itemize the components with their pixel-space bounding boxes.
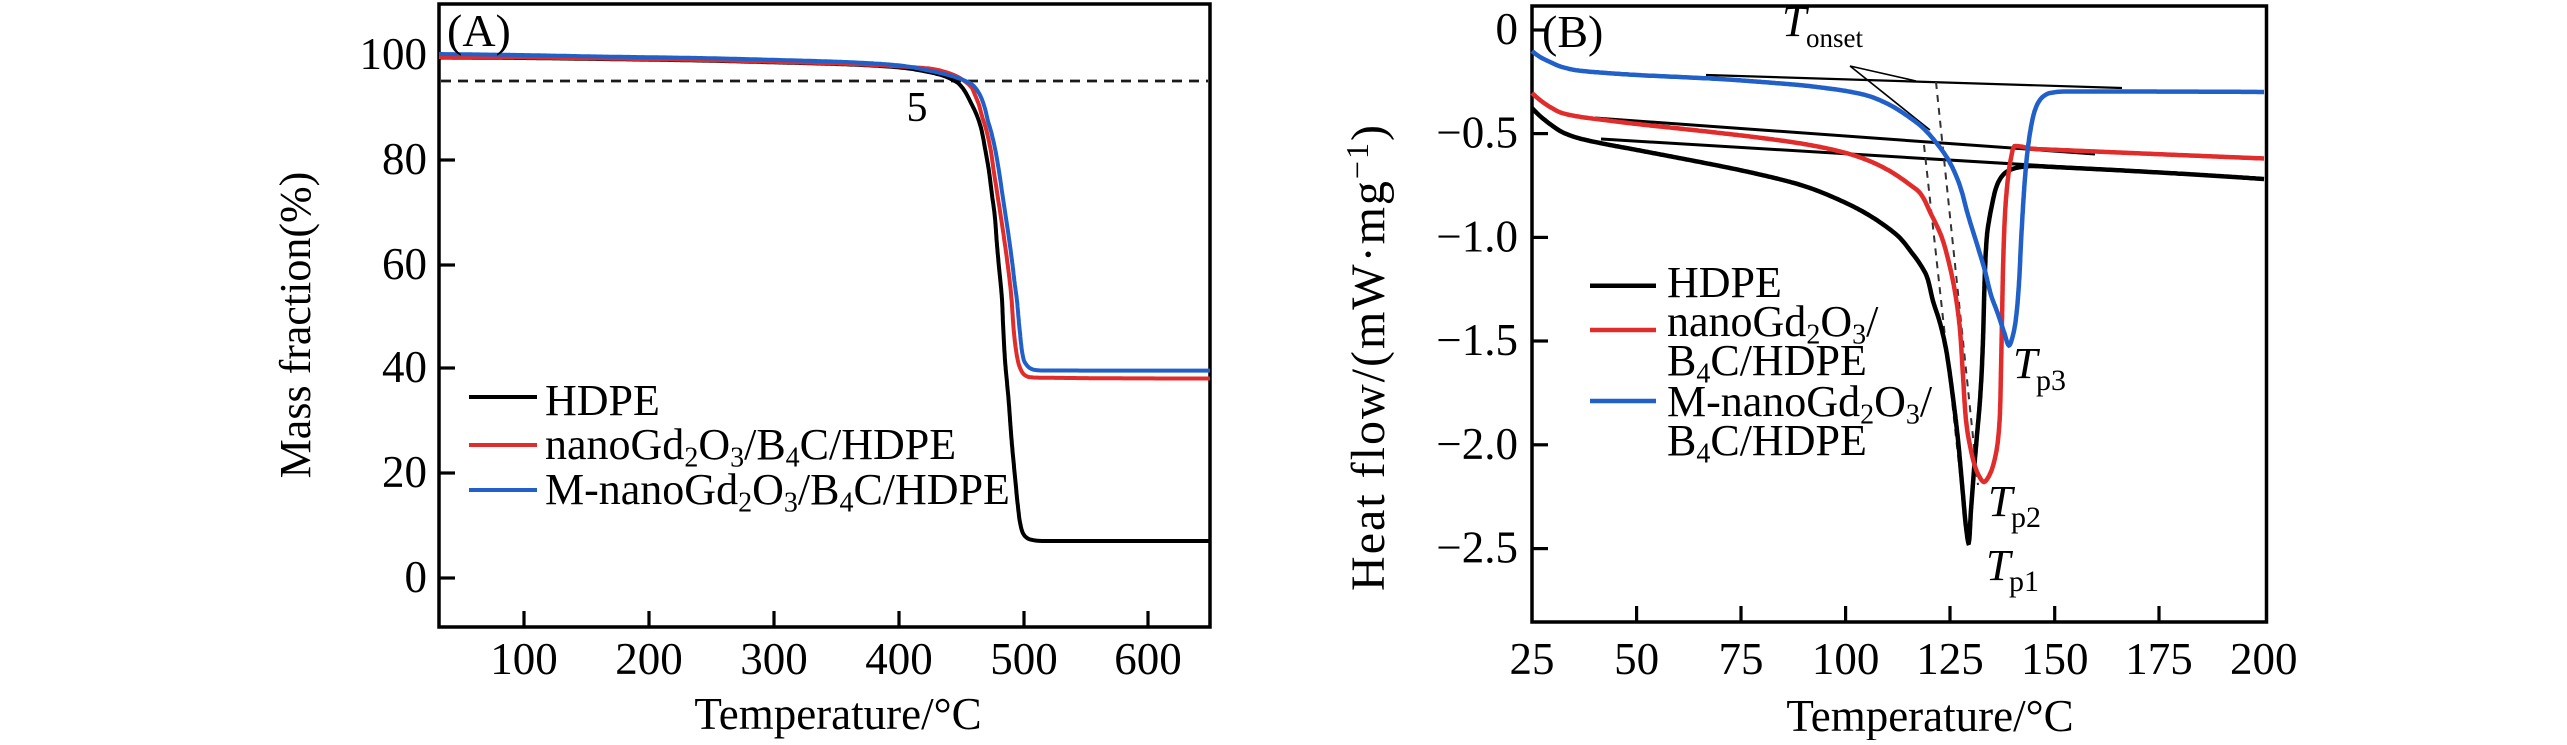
svg-text:150: 150 bbox=[2021, 634, 2089, 684]
svg-text:500: 500 bbox=[990, 634, 1058, 684]
svg-text:Heat flow/(mW·mg−1): Heat flow/(mW·mg−1) bbox=[1339, 123, 1395, 591]
svg-text:75: 75 bbox=[1719, 634, 1764, 684]
svg-text:M-nanoGd2​O3​/: M-nanoGd2​O3​/ bbox=[1667, 377, 1933, 431]
svg-text:50: 50 bbox=[1614, 634, 1659, 684]
svg-text:HDPE: HDPE bbox=[1667, 258, 1782, 307]
svg-text:60: 60 bbox=[382, 239, 427, 289]
svg-text:−2.0: −2.0 bbox=[1436, 419, 1518, 469]
svg-text:20: 20 bbox=[382, 447, 427, 497]
svg-text:5: 5 bbox=[907, 85, 928, 131]
svg-text:onset: onset bbox=[1806, 23, 1863, 53]
svg-text:p2: p2 bbox=[2011, 501, 2041, 534]
svg-text:100: 100 bbox=[1812, 634, 1880, 684]
svg-text:200: 200 bbox=[2230, 634, 2298, 684]
svg-text:0: 0 bbox=[405, 552, 428, 602]
svg-text:−1.5: −1.5 bbox=[1436, 315, 1518, 365]
svg-text:T: T bbox=[2013, 339, 2041, 388]
svg-text:−0.5: −0.5 bbox=[1436, 108, 1518, 158]
svg-text:−2.5: −2.5 bbox=[1436, 523, 1518, 573]
svg-text:HDPE: HDPE bbox=[545, 376, 660, 425]
svg-text:300: 300 bbox=[740, 634, 808, 684]
svg-text:(B): (B) bbox=[1542, 6, 1603, 57]
svg-text:600: 600 bbox=[1114, 634, 1182, 684]
svg-text:p3: p3 bbox=[2036, 364, 2066, 397]
svg-text:80: 80 bbox=[382, 134, 427, 184]
svg-text:0: 0 bbox=[1496, 4, 1519, 54]
svg-text:100: 100 bbox=[490, 634, 558, 684]
svg-text:T: T bbox=[1986, 541, 2014, 590]
svg-text:T: T bbox=[1988, 477, 2016, 526]
svg-text:M-nanoGd2​O3​/B4​C/HDPE: M-nanoGd2​O3​/B4​C/HDPE bbox=[545, 465, 1010, 519]
svg-text:25: 25 bbox=[1510, 634, 1555, 684]
svg-text:Mass fraction(%): Mass fraction(%) bbox=[271, 172, 320, 479]
svg-text:−1.0: −1.0 bbox=[1436, 211, 1518, 261]
svg-text:nanoGd2​O3​/B4​C/HDPE: nanoGd2​O3​/B4​C/HDPE bbox=[545, 420, 956, 474]
svg-text:400: 400 bbox=[865, 634, 933, 684]
svg-text:B4​C/HDPE: B4​C/HDPE bbox=[1667, 416, 1867, 470]
svg-text:Temperature/°C: Temperature/°C bbox=[694, 689, 981, 739]
svg-text:T: T bbox=[1782, 0, 1810, 46]
svg-text:nanoGd2​O3​/: nanoGd2​O3​/ bbox=[1667, 297, 1879, 351]
svg-text:Temperature/°C: Temperature/°C bbox=[1786, 691, 2073, 740]
svg-text:40: 40 bbox=[382, 342, 427, 392]
svg-text:(A): (A) bbox=[447, 5, 511, 56]
svg-text:p1: p1 bbox=[2009, 565, 2039, 598]
svg-text:125: 125 bbox=[1916, 634, 1984, 684]
svg-text:B4​C/HDPE: B4​C/HDPE bbox=[1667, 336, 1867, 390]
svg-text:200: 200 bbox=[615, 634, 683, 684]
svg-text:100: 100 bbox=[360, 29, 428, 79]
svg-text:175: 175 bbox=[2125, 634, 2193, 684]
